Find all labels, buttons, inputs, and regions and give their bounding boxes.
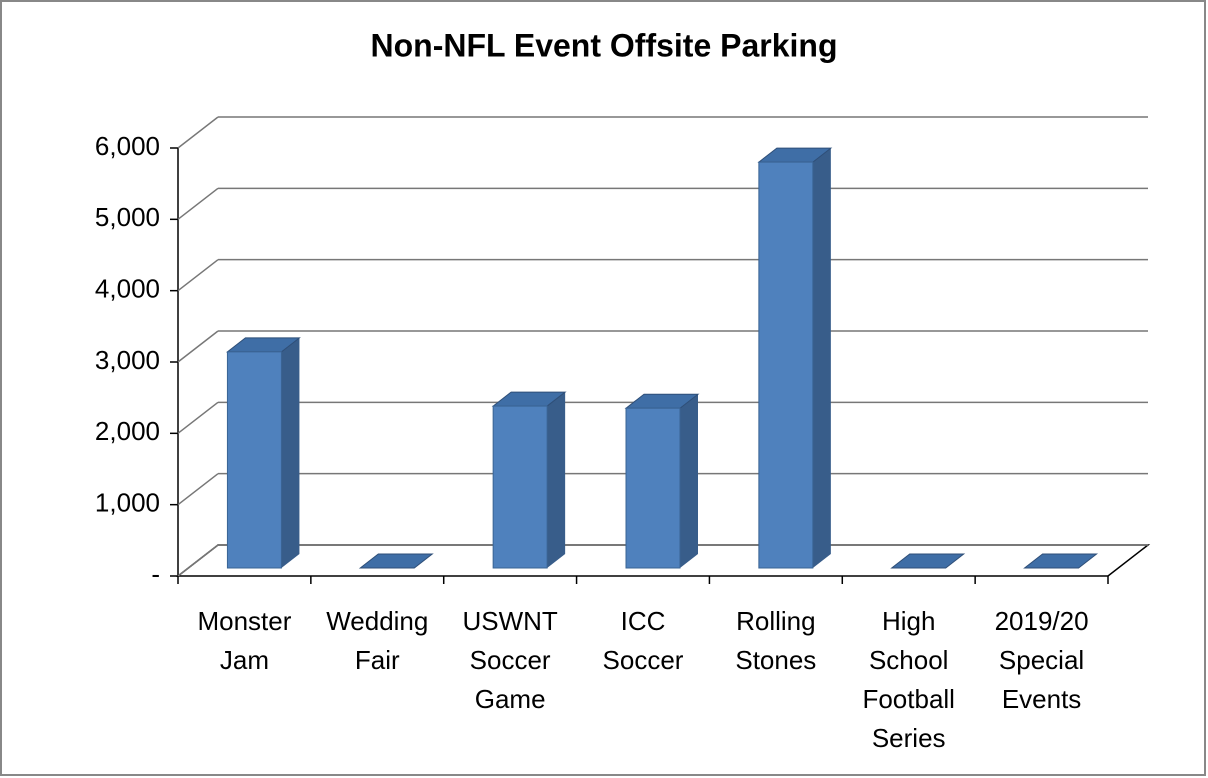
grid-line <box>177 473 219 506</box>
bar <box>492 405 548 569</box>
grid-line <box>177 544 219 577</box>
y-tick-label: 3,000 <box>95 345 160 375</box>
bar <box>758 161 814 569</box>
grid-line <box>177 116 219 149</box>
x-tick-label: Monster Jam <box>197 606 292 675</box>
y-tick-label: 6,000 <box>95 131 160 161</box>
chart-title: Non-NFL Event Offsite Parking <box>370 27 837 63</box>
x-tick-label: 2019/20 Special Events <box>994 606 1089 714</box>
x-tick-label: USWNT Soccer Game <box>462 606 558 714</box>
bar-side <box>680 394 698 568</box>
bar <box>625 407 681 569</box>
grid-line <box>177 187 219 220</box>
y-tick-label: 4,000 <box>95 274 160 304</box>
bar-top <box>890 553 966 569</box>
y-tick-label: 2,000 <box>95 416 160 446</box>
y-tick-label: - <box>151 559 160 589</box>
bar-side <box>812 148 831 568</box>
grid-line <box>177 259 219 292</box>
bar-side <box>547 392 566 568</box>
bar <box>226 351 282 569</box>
x-tick-label: Rolling Stones <box>735 606 817 675</box>
x-tick-label: ICC Soccer <box>602 606 684 675</box>
grid-line <box>177 401 219 434</box>
bar-top <box>358 553 434 569</box>
x-tick-label: Wedding Fair <box>326 606 429 675</box>
x-tick-label: High School Football Series <box>862 606 955 753</box>
y-tick-label: 1,000 <box>95 488 160 518</box>
bar-top <box>1023 553 1099 569</box>
grid-line <box>177 330 219 363</box>
bar-side <box>281 337 300 568</box>
y-tick-label: 5,000 <box>95 202 160 232</box>
